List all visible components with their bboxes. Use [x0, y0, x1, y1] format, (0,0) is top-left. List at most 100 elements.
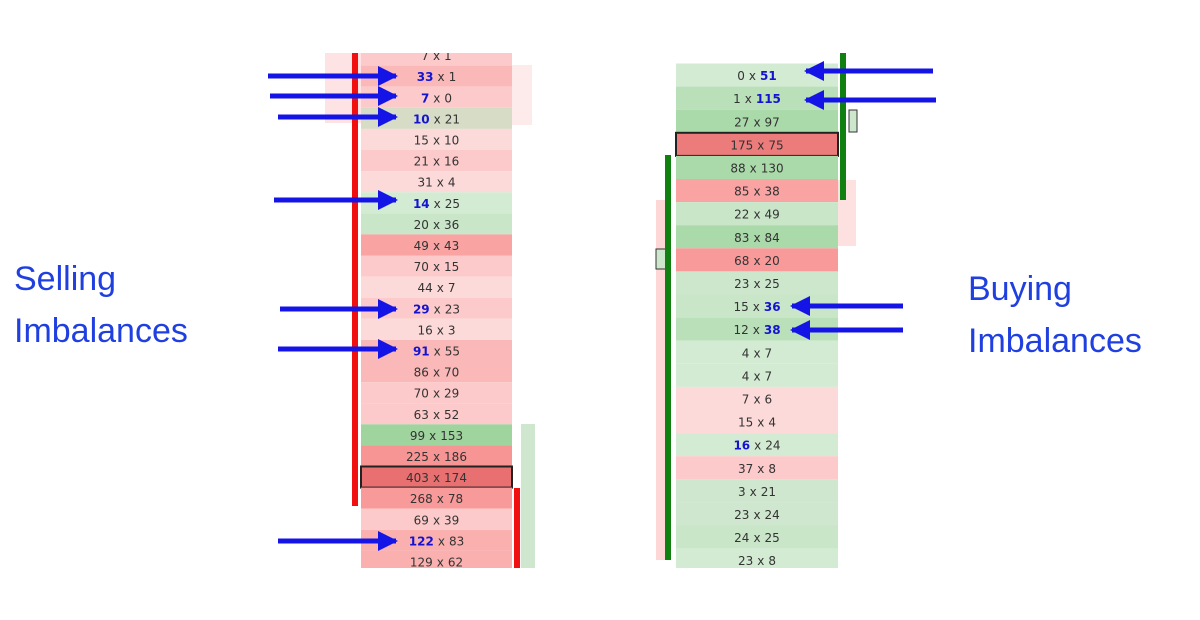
- cell-text: 29 x 23: [413, 302, 460, 316]
- volume-value: 23: [734, 276, 749, 290]
- volume-value: 21: [414, 154, 429, 168]
- volume-value: x: [433, 260, 440, 274]
- volume-value: x: [749, 69, 756, 83]
- cell-bg: [676, 386, 838, 410]
- cell-bg: [361, 487, 512, 509]
- volume-value: 29: [444, 386, 459, 400]
- volume-value: 88: [730, 161, 745, 175]
- volume-value: 6: [765, 392, 773, 406]
- cell-bg: [676, 363, 838, 387]
- cell-bg: [676, 548, 838, 568]
- volume-value: x: [433, 407, 440, 421]
- cell-text: 23 x 24: [734, 507, 780, 521]
- cell-text: 83 x 84: [734, 230, 780, 244]
- volume-value: x: [753, 207, 760, 221]
- cell-text: 99 x 153: [410, 428, 463, 442]
- volume-value: 70: [414, 386, 429, 400]
- volume-value: x: [434, 302, 441, 316]
- cell-text: 268 x 78: [410, 492, 463, 506]
- volume-value: x: [437, 281, 444, 295]
- volume-value: x: [437, 323, 444, 337]
- volume-value: 49: [414, 238, 429, 252]
- volume-value: x: [757, 554, 764, 568]
- volume-value: 38: [765, 184, 780, 198]
- imbalance-value: 115: [756, 92, 781, 106]
- cell-text: 16 x 24: [733, 438, 780, 452]
- volume-value: 0: [444, 91, 452, 105]
- cell-text: 31 x 4: [417, 175, 455, 189]
- volume-value: x: [437, 492, 444, 506]
- cell-text: 122 x 83: [409, 534, 464, 548]
- volume-value: x: [753, 392, 760, 406]
- volume-value: 69: [414, 513, 429, 527]
- volume-value: x: [753, 323, 760, 337]
- volume-value: x: [750, 161, 757, 175]
- cell-bg: [361, 445, 512, 467]
- volume-value: x: [753, 253, 760, 267]
- volume-value: 8: [768, 554, 776, 568]
- cell-bg: [676, 410, 838, 434]
- cell-bg: [361, 424, 512, 446]
- volume-value: 16: [444, 154, 459, 168]
- volume-value: x: [429, 428, 436, 442]
- cell-bg: [676, 179, 838, 203]
- cell-bg: [361, 382, 512, 404]
- volume-value: x: [753, 276, 760, 290]
- cell-bg: [676, 271, 838, 295]
- volume-value: 174: [444, 471, 467, 485]
- imbalance-value: 91: [413, 344, 430, 358]
- cell-bg: [361, 403, 512, 425]
- cell-text: 91 x 55: [413, 344, 460, 358]
- cell-bg: [361, 550, 512, 568]
- background: [655, 248, 667, 270]
- volume-value: 86: [414, 365, 429, 379]
- cell-text: 23 x 8: [738, 554, 776, 568]
- volume-value: 225: [406, 449, 429, 463]
- volume-value: 78: [448, 492, 463, 506]
- volume-value: 24: [734, 531, 749, 545]
- volume-value: x: [433, 133, 440, 147]
- selling-label: Selling: [14, 260, 116, 298]
- cell-text: 70 x 29: [414, 386, 460, 400]
- cell-bg: [361, 150, 512, 172]
- cell-bg: [361, 65, 512, 87]
- volume-value: 7: [742, 392, 750, 406]
- cell-text: 86 x 70: [414, 365, 460, 379]
- volume-value: 39: [444, 513, 459, 527]
- volume-value: 130: [761, 161, 784, 175]
- volume-value: x: [750, 484, 757, 498]
- volume-value: 4: [742, 369, 750, 383]
- volume-value: 84: [765, 230, 780, 244]
- cell-bg: [676, 248, 838, 272]
- background: [848, 109, 858, 133]
- cell-text: 44 x 7: [417, 281, 455, 295]
- cell-text: 27 x 97: [734, 115, 780, 129]
- volume-value: 268: [410, 492, 433, 506]
- cell-text: 16 x 3: [417, 323, 455, 337]
- cell-bg: [361, 213, 512, 235]
- cell-bg: [676, 109, 838, 133]
- cell-bg: [676, 502, 838, 526]
- volume-value: 7: [765, 369, 773, 383]
- volume-value: x: [433, 154, 440, 168]
- volume-value: x: [437, 555, 444, 569]
- volume-value: 31: [417, 175, 432, 189]
- volume-value: x: [754, 438, 761, 452]
- volume-value: 4: [742, 346, 750, 360]
- volume-value: x: [753, 369, 760, 383]
- volume-value: x: [757, 415, 764, 429]
- cell-bg: [676, 63, 838, 87]
- volume-value: 23: [734, 507, 749, 521]
- volume-value: 36: [444, 217, 459, 231]
- background: [512, 65, 532, 125]
- volume-value: x: [745, 92, 752, 106]
- volume-value: 52: [444, 407, 459, 421]
- cell-text: 63 x 52: [414, 407, 460, 421]
- volume-value: 15: [733, 300, 748, 314]
